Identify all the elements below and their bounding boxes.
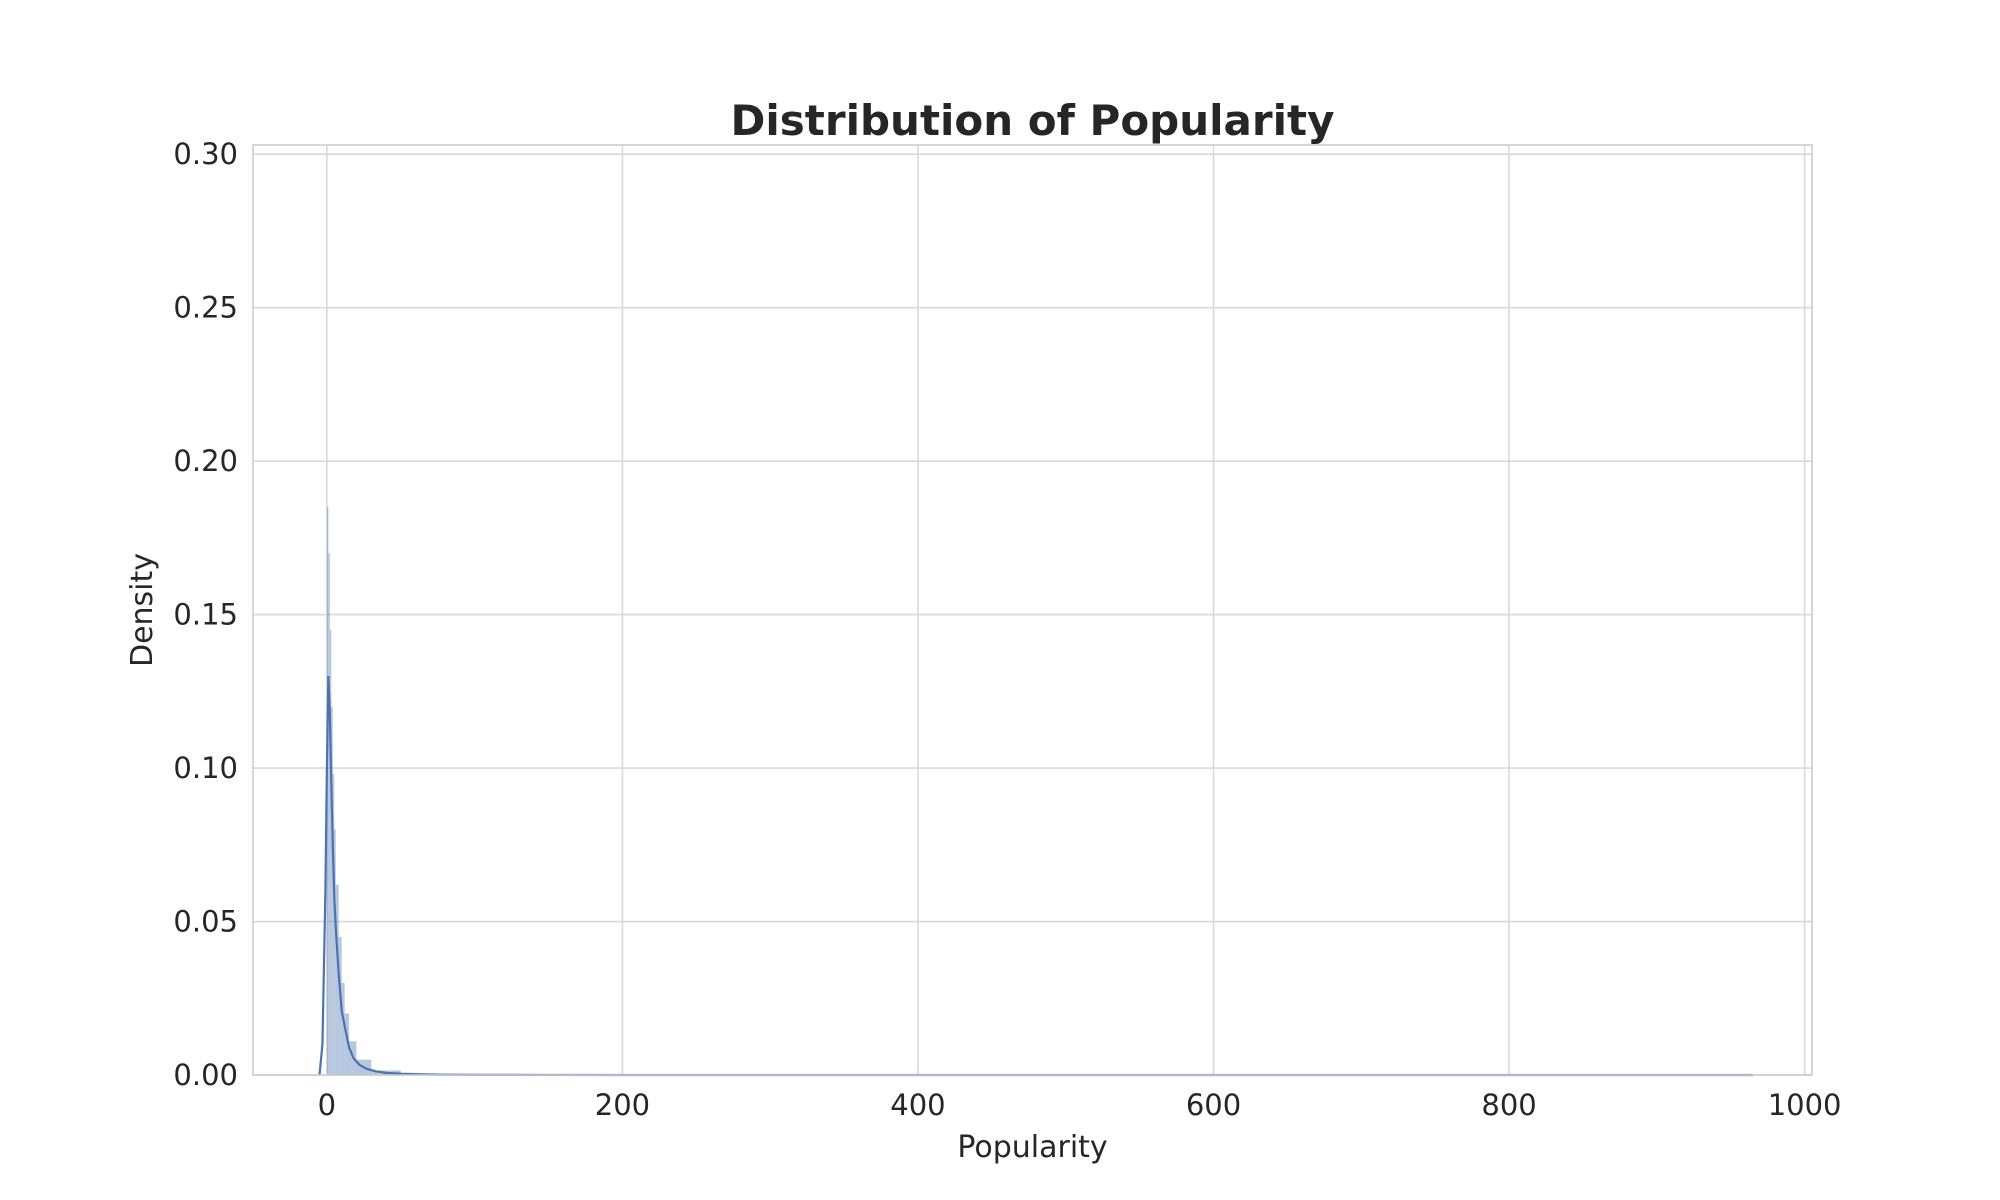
y-tick-label: 0.15 [173,598,238,632]
plot-area [318,507,1753,1077]
y-tick-label: 0.00 [173,1058,238,1092]
histogram-bar [344,1013,350,1075]
x-tick-label: 600 [1186,1088,1241,1122]
x-tick-label: 800 [1481,1088,1536,1122]
y-tick-label: 0.10 [173,751,238,785]
y-axis-label: Density [125,553,160,667]
x-tick-label: 0 [318,1088,336,1122]
histogram-bar [341,982,345,1075]
plot-frame [252,144,1813,1076]
tick-labels: 0 200 400 600 800 1000 0.00 0.05 0.10 0.15 0.20 0.2… [173,137,1841,1122]
y-tick-label: 0.05 [173,905,238,939]
histogram-bar [338,936,342,1075]
grid [253,145,1812,1076]
x-tick-label: 1000 [1768,1088,1842,1122]
histogram-bar [329,629,332,1075]
histogram-bar [332,774,335,1075]
y-tick-label: 0.25 [173,291,238,325]
y-tick-label: 0.30 [173,137,238,171]
histogram-bar [334,829,336,1075]
histogram-bar [335,884,339,1075]
chart-title: Distribution of Popularity [731,96,1335,145]
histogram-bar [328,553,330,1075]
kde-line [318,675,1753,1077]
histogram-bar [331,706,333,1075]
y-tick-label: 0.20 [173,444,238,478]
x-tick-label: 200 [595,1088,650,1122]
x-axis-label: Popularity [957,1130,1107,1165]
x-tick-label: 400 [890,1088,945,1122]
